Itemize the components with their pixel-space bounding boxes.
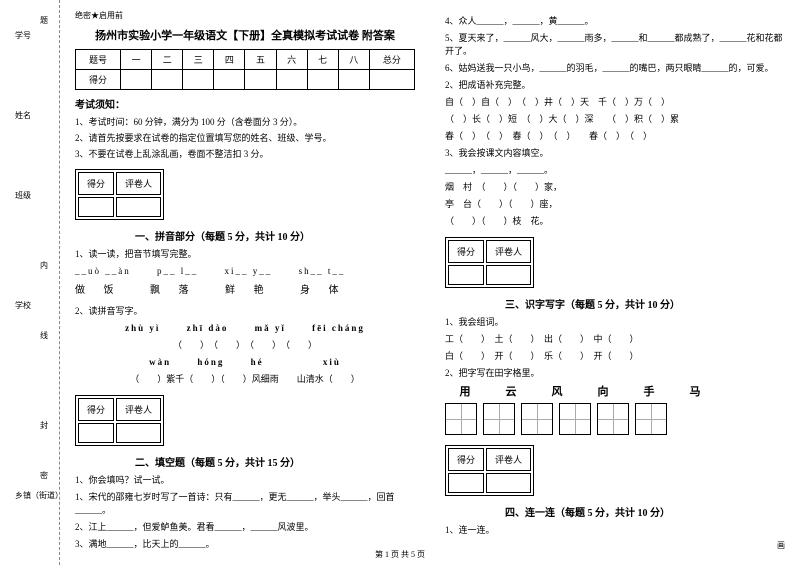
tian-box (635, 403, 667, 435)
chengyu: （ ）长（ ）短 （ ）大（ ）深 （ ）积（ ）累 (445, 112, 785, 125)
line: 5、夏天来了，______风大，______雨多，______和______都成… (445, 31, 785, 57)
section4-title: 四、连一连（每题 5 分，共计 10 分） (505, 504, 785, 519)
right-column: 4、众人______，______，黄______。 5、夏天来了，______… (430, 0, 800, 565)
item: 2、把成语补充完整。 (445, 78, 785, 91)
item: 1、我会组词。 (445, 315, 785, 328)
score-box: 得分评卷人 (75, 395, 164, 446)
notice-item: 1、考试时间：60 分钟，满分为 100 分（含卷面分 3 分）。 (75, 115, 415, 128)
margin-label: 学号 (15, 30, 31, 41)
line: 2、江上______，但爱鲈鱼美。君看______，______风波里。 (75, 520, 415, 533)
side-char: 密 (40, 470, 48, 481)
char-row: 做 饭 飘 落 鲜 艳 身 体 (75, 281, 415, 296)
left-column: 绝密★启用前 扬州市实验小学一年级语文【下册】全真模拟考试试卷 附答案 题号 一… (60, 0, 430, 565)
section1-title: 一、拼音部分（每题 5 分，共计 10 分） (135, 228, 415, 243)
tian-box (483, 403, 515, 435)
fill: （ ）（ ）枝 花。 (445, 214, 785, 227)
tian-char-row: 用 云 风 向 手 马 (445, 383, 785, 399)
line: 4、众人______，______，黄______。 (445, 14, 785, 27)
line: 6、姑妈送我一只小鸟，______的羽毛，______的嘴巴，两只眼睛_____… (445, 61, 785, 74)
chengyu: 自（ ）自（ ） （ ）井（ ）天 千（ ）万（ ） (445, 95, 785, 108)
pinyin-row: zhù yì zhī dào mǎ yǐ fēi cháng (75, 321, 415, 334)
seal-text: 绝密★启用前 (75, 10, 415, 21)
score-box: 得分评卷人 (75, 169, 164, 220)
section2-title: 二、填空题（每题 5 分，共计 15 分） (135, 454, 415, 469)
side-char: 题 (40, 15, 48, 26)
section3-title: 三、识字写字（每题 5 分，共计 10 分） (505, 296, 785, 311)
item: 3、我会按课文内容填空。 (445, 146, 785, 159)
chengyu: 春（ ） （ ） 春（ ） （ ） 春（ ） （ ） (445, 129, 785, 142)
score-box: 得分评卷人 (445, 445, 534, 496)
item: 1、连一连。 (445, 523, 785, 536)
item: 2、读拼音写字。 (75, 304, 415, 317)
margin-label: 班级 (15, 190, 31, 201)
line: 1、宋代的邵雍七岁时写了一首诗：只有______，更无______，举头____… (75, 490, 415, 516)
zuci: 工（ ） 土（ ） 出（ ） 中（ ） (445, 332, 785, 345)
margin-label: 姓名 (15, 110, 31, 121)
margin-label: 乡镇（街道） (15, 490, 59, 501)
side-char: 线 (40, 330, 48, 341)
fill: 烟 村 （ ）（ ）家， (445, 180, 785, 193)
fill: 亭 台（ ）（ ）座， (445, 197, 785, 210)
item: 2、把字写在田字格里。 (445, 366, 785, 379)
side-char: 封 (40, 420, 48, 431)
notice-item: 2、请首先按要求在试卷的指定位置填写您的姓名、班级、学号。 (75, 131, 415, 144)
tian-box (521, 403, 553, 435)
tian-box (445, 403, 477, 435)
margin-label: 学校 (15, 300, 31, 311)
blank-row: （ ）紫千（ ）（ ）风细雨 山清水（ ） (75, 372, 415, 385)
score-table: 题号 一 二 三 四 五 六 七 八 总分 得分 (75, 49, 415, 90)
pinyin-row: wàn hóng hé xiù (75, 355, 415, 368)
side-char: 内 (40, 260, 48, 271)
tian-box-row (445, 403, 785, 435)
item: 1、读一读，把音节填写完整。 (75, 247, 415, 260)
score-box: 得分评卷人 (445, 237, 534, 288)
tian-box (597, 403, 629, 435)
pinyin-row: __uò __àn p__ l__ xi__ y__ sh__ t__ (75, 264, 415, 277)
notice-item: 3、不要在试卷上乱涂乱画，卷面不整洁扣 3 分。 (75, 147, 415, 160)
item: 1、你会填吗？试一试。 (75, 473, 415, 486)
fill: ______，______，______。 (445, 163, 785, 176)
tian-box (559, 403, 591, 435)
notice-title: 考试须知： (75, 96, 415, 111)
zuci: 白（ ） 开（ ） 乐（ ） 开（ ） (445, 349, 785, 362)
page-footer: 第 1 页 共 5 页 (0, 549, 800, 560)
paper-title: 扬州市实验小学一年级语文【下册】全真模拟考试试卷 附答案 (75, 27, 415, 43)
